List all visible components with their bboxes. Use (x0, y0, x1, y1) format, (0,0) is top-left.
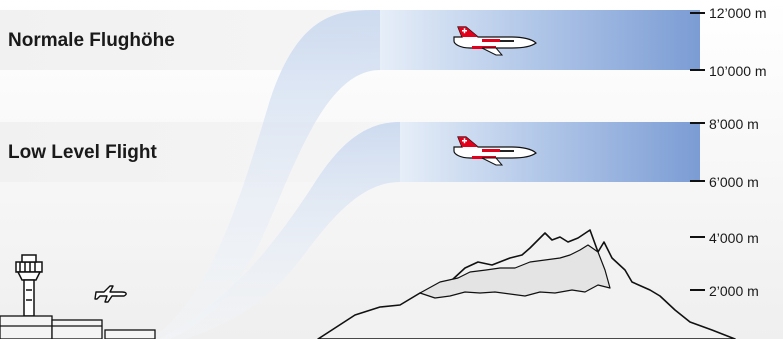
altitude-scale (690, 12, 705, 291)
band-normal-altitude (380, 10, 700, 70)
mountain-icon (317, 229, 736, 339)
small-plane-icon (94, 285, 127, 303)
altitude-label-12000: 12’000 m (709, 5, 767, 21)
climb-curve-normal (150, 10, 700, 339)
band-label-low-level: Low Level Flight (8, 142, 157, 163)
altitude-label-8000: 8’000 m (709, 116, 759, 132)
terminal-building (0, 315, 156, 339)
altitude-label-6000: 6’000 m (709, 174, 759, 190)
band-label-normal: Normale Flughöhe (8, 30, 175, 51)
airport-tower-icon (15, 254, 43, 317)
altitude-label-2000: 2’000 m (709, 283, 759, 299)
air-ambulance-jet-icon (453, 136, 537, 166)
altitude-label-10000: 10’000 m (709, 63, 767, 79)
band-low-level (400, 122, 700, 182)
altitude-label-4000: 4’000 m (709, 230, 759, 246)
air-ambulance-jet-icon (453, 26, 537, 56)
